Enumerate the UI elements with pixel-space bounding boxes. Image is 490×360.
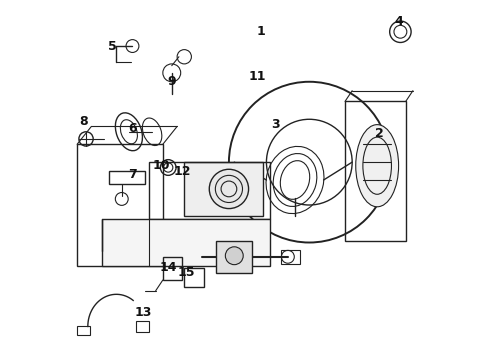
Polygon shape	[217, 241, 252, 273]
Text: 13: 13	[134, 306, 152, 319]
Text: 6: 6	[128, 122, 137, 135]
Text: 7: 7	[128, 168, 137, 181]
Text: 1: 1	[257, 25, 266, 38]
Circle shape	[225, 247, 243, 265]
Text: 12: 12	[174, 165, 191, 177]
Text: 11: 11	[249, 70, 266, 83]
Text: 8: 8	[79, 114, 88, 127]
Text: 10: 10	[152, 159, 170, 172]
Text: 14: 14	[159, 261, 177, 274]
Polygon shape	[102, 219, 270, 266]
Text: 4: 4	[394, 14, 403, 27]
Text: 5: 5	[108, 40, 117, 53]
Text: 2: 2	[374, 127, 383, 140]
Ellipse shape	[209, 169, 248, 208]
Ellipse shape	[356, 125, 398, 207]
Polygon shape	[184, 162, 263, 216]
Text: 15: 15	[177, 266, 195, 279]
Text: 3: 3	[271, 118, 280, 131]
Text: 9: 9	[168, 75, 176, 88]
